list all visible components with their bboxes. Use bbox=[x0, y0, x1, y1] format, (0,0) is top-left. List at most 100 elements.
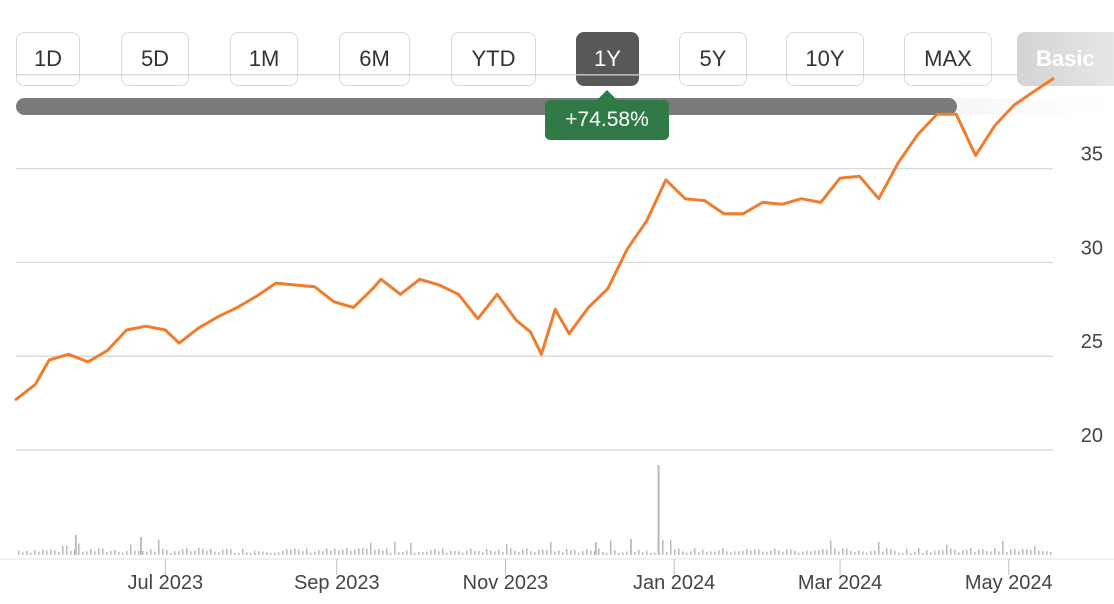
volume-bar bbox=[330, 550, 332, 555]
volume-bar bbox=[750, 550, 752, 555]
volume-bar bbox=[634, 551, 636, 555]
volume-bar bbox=[914, 552, 916, 555]
volume-bar bbox=[798, 552, 800, 555]
volume-bar bbox=[782, 551, 784, 555]
x-tick-label: Nov 2023 bbox=[463, 572, 549, 594]
y-tick-label: 30 bbox=[1081, 237, 1103, 259]
volume-bar bbox=[1014, 548, 1016, 555]
volume-bar bbox=[622, 552, 624, 555]
x-tick-label: Jan 2024 bbox=[633, 572, 715, 594]
volume-bar bbox=[266, 552, 268, 555]
volume-bar bbox=[854, 552, 856, 555]
volume-bar bbox=[466, 550, 468, 555]
volume-bar bbox=[934, 550, 936, 555]
range-button-10y[interactable]: 10Y bbox=[786, 32, 864, 86]
volume-bar bbox=[402, 552, 404, 555]
volume-bar bbox=[22, 552, 24, 555]
volume-bar bbox=[918, 548, 920, 555]
volume-bar bbox=[374, 549, 376, 555]
volume-bar bbox=[938, 550, 940, 555]
volume-bar bbox=[970, 548, 972, 555]
volume-bar bbox=[250, 552, 252, 555]
y-tick-label: 20 bbox=[1081, 425, 1103, 447]
range-button-1d[interactable]: 1D bbox=[16, 32, 80, 86]
range-button-1y[interactable]: 1Y bbox=[576, 32, 639, 86]
volume-bar bbox=[930, 552, 932, 555]
volume-bar bbox=[870, 551, 872, 555]
x-tick-label: Mar 2024 bbox=[798, 572, 883, 594]
volume-bar bbox=[322, 551, 324, 555]
volume-bar bbox=[194, 550, 196, 555]
volume-bar bbox=[358, 548, 360, 555]
volume-bar bbox=[718, 550, 720, 555]
volume-bar bbox=[458, 551, 460, 555]
volume-bar bbox=[46, 550, 48, 555]
volume-bar bbox=[822, 549, 824, 555]
volume-bar bbox=[482, 552, 484, 555]
volume-bar bbox=[178, 551, 180, 555]
range-button-1m[interactable]: 1M bbox=[230, 32, 298, 86]
range-button-5y[interactable]: 5Y bbox=[679, 32, 747, 86]
volume-bar bbox=[278, 552, 280, 555]
volume-bar bbox=[610, 540, 612, 555]
volume-bar bbox=[998, 551, 1000, 555]
range-button-5d[interactable]: 5D bbox=[121, 32, 189, 86]
volume-bar bbox=[334, 548, 336, 555]
range-button-ytd[interactable]: YTD bbox=[451, 32, 536, 86]
volume-bar bbox=[170, 552, 172, 555]
volume-bar bbox=[574, 549, 576, 555]
volume-bar bbox=[122, 552, 124, 555]
volume-bar bbox=[534, 552, 536, 555]
x-tick-label: May 2024 bbox=[965, 572, 1053, 594]
volume-bar bbox=[746, 548, 748, 555]
volume-bar bbox=[770, 550, 772, 555]
volume-bar bbox=[1046, 551, 1048, 555]
volume-bar bbox=[398, 552, 400, 555]
volume-bar bbox=[726, 551, 728, 555]
volume-bar bbox=[38, 551, 40, 555]
y-tick-label: 25 bbox=[1081, 331, 1103, 353]
volume-bar bbox=[618, 552, 620, 555]
volume-bar bbox=[522, 549, 524, 555]
volume-bar bbox=[538, 549, 540, 555]
volume-bar bbox=[354, 549, 356, 555]
volume-bar bbox=[558, 550, 560, 555]
volume-bar bbox=[198, 548, 200, 555]
volume-bar bbox=[294, 548, 296, 555]
volume-bar bbox=[75, 535, 77, 555]
volume-bar bbox=[230, 548, 232, 555]
volume-bar bbox=[714, 551, 716, 555]
volume-bar bbox=[654, 552, 656, 555]
volume-bar bbox=[282, 550, 284, 555]
volume-bar bbox=[506, 543, 508, 555]
volume-bar bbox=[150, 549, 152, 555]
x-axis: Jul 2023 Sep 2023 Nov 2023 Jan 2024 Mar 2024… bbox=[128, 559, 1053, 594]
y-tick-label: 35 bbox=[1081, 144, 1103, 166]
volume-bar bbox=[706, 551, 708, 555]
volume-bar bbox=[902, 552, 904, 555]
volume-bar bbox=[1038, 550, 1040, 555]
volume-bar bbox=[386, 548, 388, 555]
volume-bar bbox=[50, 549, 52, 555]
volume-bar bbox=[218, 552, 220, 555]
range-scrollbar-thumb[interactable] bbox=[16, 98, 957, 115]
volume-bar bbox=[78, 543, 80, 555]
volume-bar bbox=[158, 539, 160, 555]
chart-grid bbox=[16, 74, 1053, 451]
volume-bar bbox=[318, 549, 320, 555]
volume-bar bbox=[606, 552, 608, 555]
volume-bar bbox=[470, 548, 472, 555]
volume-bar bbox=[1042, 551, 1044, 555]
volume-bar bbox=[418, 552, 420, 555]
volume-bar bbox=[342, 549, 344, 555]
range-button-6m[interactable]: 6M bbox=[339, 32, 410, 86]
volume-bar bbox=[462, 552, 464, 555]
y-axis-labels: 20 25 30 35 bbox=[1081, 144, 1103, 447]
volume-bar bbox=[1006, 551, 1008, 555]
volume-bar bbox=[657, 465, 660, 555]
volume-bar bbox=[670, 540, 672, 555]
volume-bar bbox=[806, 550, 808, 555]
x-tick-label: Jul 2023 bbox=[128, 572, 204, 594]
volume-bar bbox=[478, 551, 480, 555]
